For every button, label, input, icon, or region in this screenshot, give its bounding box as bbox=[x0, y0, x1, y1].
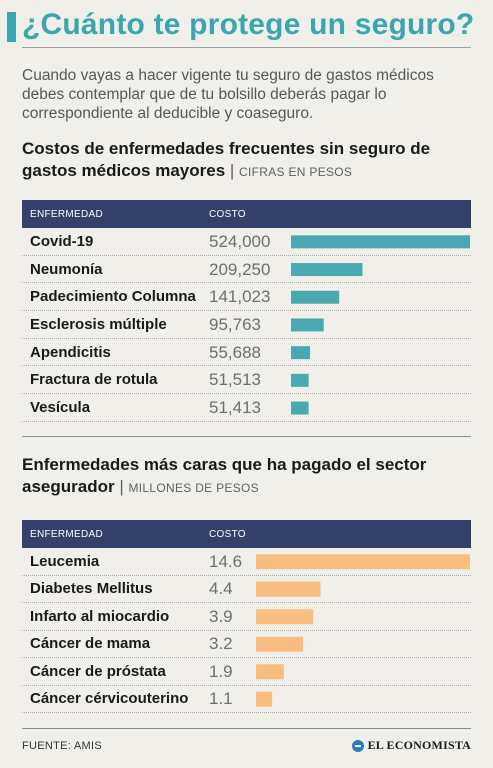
brand-logo: EL ECONOMISTA bbox=[351, 738, 471, 753]
s1-category-label: Covid-19 bbox=[30, 232, 94, 250]
section2-unit: MILLONES DE PESOS bbox=[128, 481, 259, 495]
s1-value-label: 141,023 bbox=[209, 287, 271, 307]
section1-table: Covid-19 524,000 Neumonía 209,250 Padecimien… bbox=[22, 228, 471, 422]
s2-value-label: 3.9 bbox=[209, 606, 233, 626]
brand-name: EL ECONOMISTA bbox=[367, 738, 471, 752]
s1-category-label: Fractura de rotula bbox=[30, 371, 158, 389]
footer-divider bbox=[22, 728, 471, 729]
s2-category-label: Leucemia bbox=[30, 552, 100, 570]
section2-separator: | bbox=[119, 477, 124, 496]
brand-icon bbox=[351, 739, 364, 752]
s1-category-label: Padecimiento Columna bbox=[30, 288, 196, 306]
s2-category-label: Diabetes Mellitus bbox=[30, 580, 153, 598]
source-text: FUENTE: AMIS bbox=[22, 740, 102, 752]
section1-unit: CIFRAS EN PESOS bbox=[239, 165, 353, 179]
s2-table-row: Diabetes Mellitus 4.4 bbox=[22, 576, 471, 603]
s2-category-label: Cáncer cérvicouterino bbox=[30, 690, 189, 708]
section-divider bbox=[22, 436, 471, 437]
s2-table-row: Cáncer de próstata 1.9 bbox=[22, 658, 471, 686]
s1-table-row: Padecimiento Columna 141,023 bbox=[22, 283, 471, 312]
s1-value-label: 55,688 bbox=[209, 342, 261, 362]
s1-category-label: Apendicitis bbox=[30, 343, 111, 361]
intro-text: Cuando vayas a hacer vigente tu seguro d… bbox=[22, 67, 434, 122]
section2-table: Leucemia 14.6 Diabetes Mellitus 4.4 Infarto … bbox=[22, 548, 471, 713]
s2-value-label: 1.1 bbox=[209, 689, 233, 709]
s1-value-label: 209,250 bbox=[209, 259, 271, 279]
s1-table-row: Esclerosis múltiple 95,763 bbox=[22, 311, 471, 339]
s1-value-label: 51,513 bbox=[209, 370, 261, 390]
section1-col-cost: COSTO bbox=[209, 209, 246, 220]
s2-category-label: Infarto al miocardio bbox=[30, 607, 170, 625]
s2-category-label: Cáncer de próstata bbox=[30, 662, 166, 680]
page-title: ¿Cuánto te protege un seguro? bbox=[22, 8, 475, 41]
section1-table-header: ENFERMEDAD COSTO bbox=[22, 200, 471, 228]
s2-table-row: Cáncer de mama 3.2 bbox=[22, 631, 471, 658]
s1-table-row: Apendicitis 55,688 bbox=[22, 339, 471, 367]
s1-value-label: 524,000 bbox=[209, 231, 271, 251]
s1-category-label: Vesícula bbox=[30, 398, 91, 416]
s2-value-label: 4.4 bbox=[209, 579, 233, 599]
section1-title-text: Costos de enfermedades frecuentes sin se… bbox=[22, 139, 431, 180]
section2-col-disease: ENFERMEDAD bbox=[30, 529, 104, 540]
s2-value-label: 1.9 bbox=[209, 661, 233, 681]
s1-table-row: Fractura de rotula 51,513 bbox=[22, 366, 471, 395]
s2-table-row: Infarto al miocardio 3.9 bbox=[22, 603, 471, 631]
title-accent-bar bbox=[7, 12, 16, 42]
section2-col-cost: COSTO bbox=[209, 529, 246, 540]
s2-value-label: 3.2 bbox=[209, 634, 233, 654]
section1-separator: | bbox=[229, 161, 235, 180]
s2-category-label: Cáncer de mama bbox=[30, 635, 151, 653]
section2-title: Enfermedades más caras que ha pagado el … bbox=[22, 454, 474, 499]
s1-category-label: Esclerosis múltiple bbox=[30, 315, 167, 333]
s2-table-row: Cáncer cérvicouterino 1.1 bbox=[22, 686, 471, 713]
s1-table-row: Vesícula 51,413 bbox=[22, 394, 471, 422]
s2-value-label: 14.6 bbox=[209, 551, 243, 571]
s1-category-label: Neumonía bbox=[30, 260, 103, 278]
section2-title-text: Enfermedades más caras que ha pagado el … bbox=[22, 455, 427, 496]
section2-table-header: ENFERMEDAD COSTO bbox=[22, 520, 471, 548]
section1-col-disease: ENFERMEDAD bbox=[30, 209, 104, 220]
s2-table-row: Leucemia 14.6 bbox=[22, 548, 471, 576]
s1-value-label: 95,763 bbox=[209, 314, 261, 334]
s1-table-row: Neumonía 209,250 bbox=[22, 256, 471, 284]
title-divider bbox=[22, 47, 471, 48]
section1-title: Costos de enfermedades frecuentes sin se… bbox=[22, 138, 474, 183]
s1-table-row: Covid-19 524,000 bbox=[22, 228, 471, 256]
s1-value-label: 51,413 bbox=[209, 397, 261, 417]
